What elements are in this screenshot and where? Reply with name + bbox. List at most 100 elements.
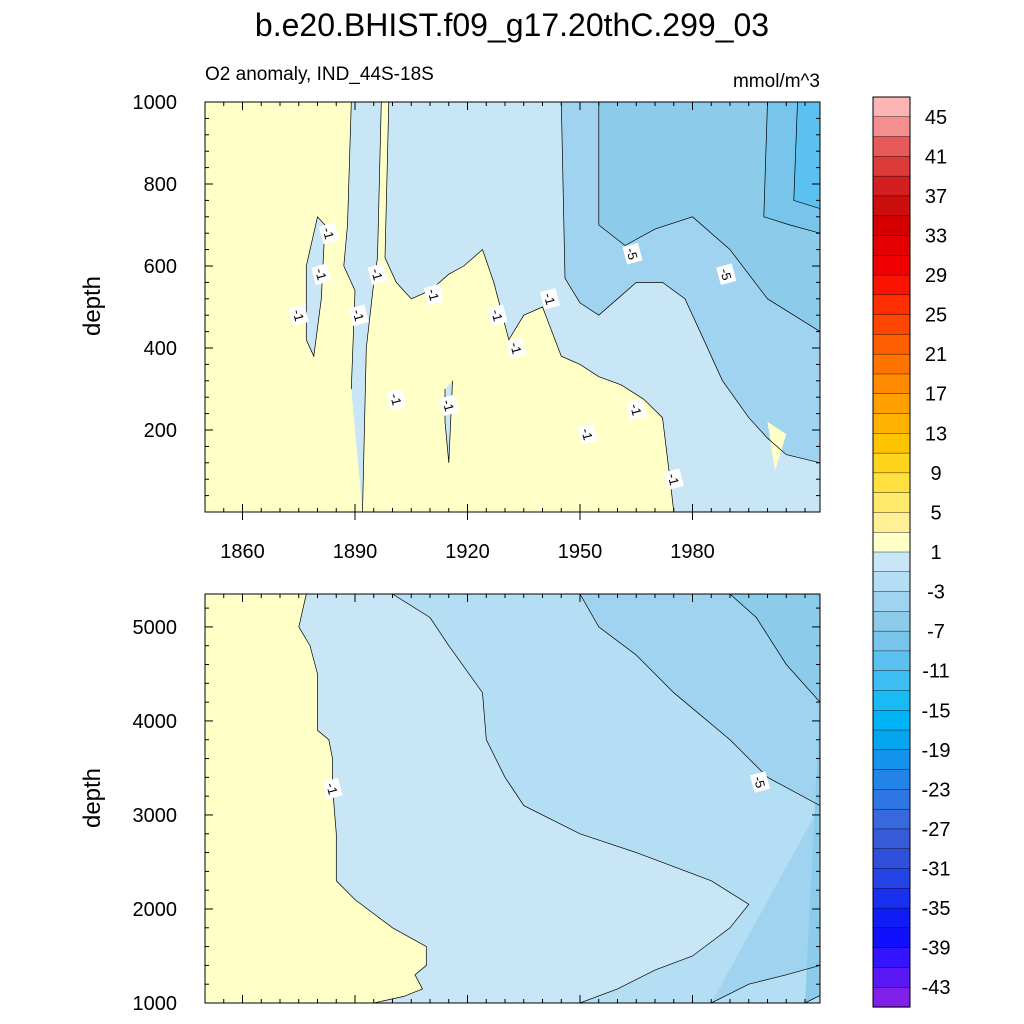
colorbar-box [872, 710, 911, 731]
bottom-contour-line-2 [579, 594, 820, 806]
top-contour-label-15: -5 [716, 263, 737, 285]
top-ytick-label: 400 [144, 338, 177, 360]
bottom-panel: depth -1 -5 1000 2000 3000 4000 5000 [79, 593, 821, 1015]
bottom-contour-line-5 [804, 995, 820, 1003]
top-ytick-label: 600 [144, 256, 177, 278]
colorbar-box [872, 413, 911, 434]
colorbar-box [872, 136, 911, 157]
colorbar-box [872, 611, 911, 632]
colorbar-box [872, 769, 911, 790]
svg-text:-1: -1 [488, 308, 505, 323]
colorbar-box [872, 393, 911, 415]
svg-text:-1: -1 [425, 287, 442, 302]
top-contour-line-6 [598, 102, 820, 332]
svg-text:-1: -1 [665, 472, 682, 487]
colorbar-box [872, 314, 911, 335]
svg-text:-1: -1 [387, 392, 404, 407]
bottom-contour-line-1 [392, 594, 750, 1003]
bottom-ytick-label: 4000 [133, 711, 178, 733]
svg-text:-1: -1 [541, 291, 558, 306]
colorbar-box [872, 927, 911, 949]
colorbar-box [872, 472, 911, 494]
colorbar-box [872, 235, 911, 256]
svg-text:-5: -5 [623, 246, 640, 261]
colorbar-label: 45 [925, 107, 947, 129]
top-contour-label-6: -1 [288, 304, 309, 326]
top-contour-label-0: -1 [663, 468, 684, 490]
colorbar-label: 5 [930, 502, 941, 524]
top-contour-label-1: -1 [577, 423, 598, 445]
colorbar-label: 29 [925, 265, 947, 287]
top-contour-label-7: -1 [348, 304, 369, 326]
svg-text:-5: -5 [751, 775, 768, 790]
colorbar-box [872, 808, 911, 830]
svg-text:-1: -1 [323, 781, 340, 796]
top-region-6 [598, 102, 820, 332]
colorbar-box [872, 868, 911, 889]
top-contour-label-11: -1 [311, 263, 332, 285]
top-contour-line-8 [793, 102, 820, 209]
colorbar-box [872, 987, 911, 1008]
svg-text:-1: -1 [368, 267, 385, 282]
colorbar-box [872, 947, 911, 969]
colorbar-box [872, 512, 911, 533]
bottom-ytick-label: 1000 [133, 993, 178, 1015]
svg-text:-1: -1 [350, 308, 367, 323]
colorbar-label: -15 [922, 700, 951, 722]
colorbar-label: -11 [922, 661, 949, 683]
colorbar-box [872, 650, 911, 672]
top-contour-label-13: -1 [318, 222, 339, 244]
colorbar-label: -43 [922, 977, 951, 999]
svg-text:-1: -1 [440, 398, 457, 413]
colorbar-label: -27 [922, 819, 951, 841]
colorbar-box [872, 452, 911, 474]
svg-text:-1: -1 [507, 341, 524, 356]
bottom-contour-label-0: -1 [322, 777, 343, 800]
colorbar-box [872, 967, 911, 988]
colorbar-box [872, 373, 911, 395]
top-region-3 [306, 216, 325, 357]
svg-text:-5: -5 [717, 267, 734, 282]
colorbar-box [872, 195, 911, 217]
top-panel-title: O2 anomaly, IND_44S-18S [205, 64, 434, 85]
top-ytick-label: 1000 [133, 92, 178, 114]
colorbar-label: -23 [922, 779, 951, 801]
colorbar-label: -31 [922, 859, 951, 881]
figure-title: b.e20.BHIST.f09_g17.20thC.299_03 [255, 7, 769, 43]
colorbar-label: -19 [922, 740, 951, 762]
colorbar-box [872, 96, 911, 118]
bottom-contour-line-4 [729, 594, 820, 703]
bottom-ytick-label: 5000 [133, 617, 178, 639]
bottom-region-5 [812, 594, 820, 599]
bottom-contour-label-1: -5 [749, 771, 771, 793]
top-contour-line-5 [560, 102, 820, 464]
svg-text:-1: -1 [312, 267, 329, 282]
colorbar-box [872, 630, 911, 652]
top-xtick-label: 1890 [333, 541, 378, 563]
top-contour-label-5: -1 [506, 337, 527, 359]
top-xtick-label: 1920 [445, 541, 490, 563]
top-ytick-label: 200 [144, 420, 177, 442]
bottom-frame [204, 593, 821, 1004]
top-contour-label-9: -1 [539, 288, 561, 310]
bottom-region-3 [580, 594, 820, 1003]
bottom-panel-ylabel: depth [79, 768, 106, 828]
colorbar-label: 13 [925, 423, 947, 445]
top-ytick-label: 800 [144, 174, 177, 196]
colorbar-label: -7 [927, 621, 945, 643]
top-contour-label-4: -1 [386, 388, 407, 411]
colorbar-box [872, 848, 911, 870]
colorbar-box [872, 571, 911, 593]
top-panel: O2 anomaly, IND_44S-18S mmol/m^3 depth -… [79, 64, 821, 563]
bottom-ytick-label: 2000 [133, 899, 178, 921]
colorbar-label: -39 [922, 938, 951, 960]
colorbar-box [872, 116, 911, 138]
top-contour-label-3: -1 [438, 394, 459, 417]
top-contour-label-14: -5 [622, 242, 643, 265]
bottom-contour-line-0 [298, 594, 427, 1003]
colorbar-label: 17 [925, 384, 947, 406]
top-xtick-label: 1860 [220, 541, 265, 563]
top-contour-label-12: -1 [367, 263, 388, 285]
colorbar-box [872, 353, 911, 375]
